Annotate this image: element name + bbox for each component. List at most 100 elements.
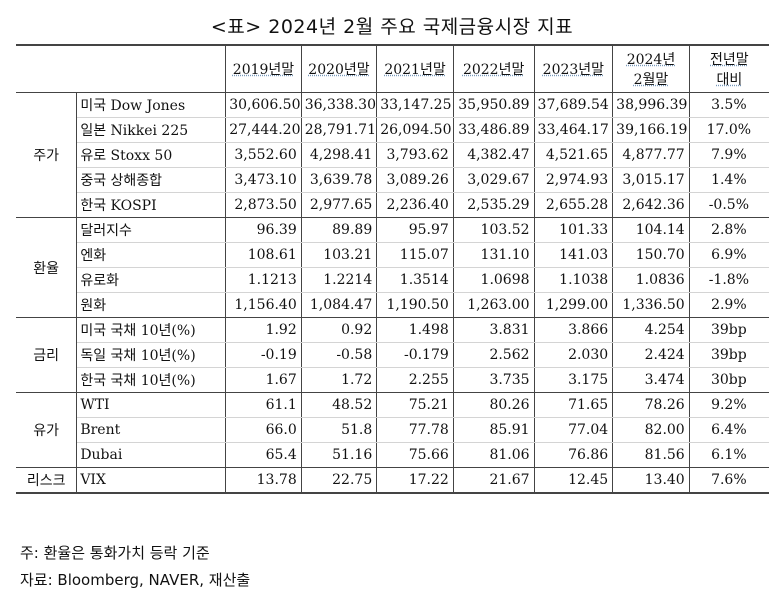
change-cell: 6.4% bbox=[689, 417, 769, 443]
value-cell: 2,977.65 bbox=[301, 192, 378, 218]
value-cell: 3,089.26 bbox=[376, 167, 454, 193]
value-cell: 77.78 bbox=[376, 417, 454, 443]
table-row: 유로화 1.1213 1.2214 1.3514 1.0698 1.1038 1.0836-… bbox=[16, 267, 769, 293]
value-cell: 66.0 bbox=[225, 417, 302, 443]
value-cell: 96.39 bbox=[225, 217, 302, 243]
value-cell: 1.1213 bbox=[225, 267, 302, 293]
indicator-name: 달러지수 bbox=[76, 217, 227, 243]
value-cell: 1,263.00 bbox=[453, 292, 535, 318]
value-cell: 36,338.30 bbox=[301, 92, 378, 118]
value-cell: 1.67 bbox=[225, 367, 302, 393]
value-cell: 13.40 bbox=[612, 467, 690, 494]
indicator-name: Brent bbox=[76, 417, 227, 443]
table-row: 환율 달러지수 96.39 89.89 95.97 103.52 101.33 104.14 2… bbox=[16, 217, 769, 318]
value-cell: 33,464.17 bbox=[534, 117, 614, 143]
change-cell: 7.6% bbox=[689, 467, 769, 494]
change-cell: 1.4% bbox=[689, 167, 769, 193]
change-cell: 6.1% bbox=[689, 442, 769, 468]
value-cell: 3,029.67 bbox=[453, 167, 535, 193]
header-year: 2020년말 bbox=[301, 44, 378, 93]
value-cell: 2,642.36 bbox=[612, 192, 690, 218]
value-cell: 48.52 bbox=[301, 392, 378, 418]
table-row: 유가 WTI 61.1 48.52 75.21 80.26 71.65 78.26 9.2% bbox=[16, 392, 769, 468]
table-row: 일본 Nikkei 225 27,444.20 28,791.71 26,094.50… bbox=[16, 117, 769, 143]
value-cell: 1.0836 bbox=[612, 267, 690, 293]
value-cell: 1.3514 bbox=[376, 267, 454, 293]
indicator-name: 유로화 bbox=[76, 267, 227, 293]
value-cell: 95.97 bbox=[376, 217, 454, 243]
indicator-name: Dubai bbox=[76, 442, 227, 468]
value-cell: 38,996.39 bbox=[612, 92, 690, 118]
table-row: Brent 66.0 51.8 77.78 85.91 77.04 82.00 6.4% bbox=[16, 417, 769, 443]
value-cell: 28,791.71 bbox=[301, 117, 378, 143]
value-cell: 2.562 bbox=[453, 342, 535, 368]
change-cell: 9.2% bbox=[689, 392, 769, 418]
change-cell: 39bp bbox=[689, 342, 769, 368]
value-cell: 103.52 bbox=[453, 217, 535, 243]
value-cell: 1,156.40 bbox=[225, 292, 302, 318]
value-cell: 3,639.78 bbox=[301, 167, 378, 193]
change-cell: -1.8% bbox=[689, 267, 769, 293]
table-row: 주가 미국 Dow Jones 30,606.50 36,338.30 33,147.2… bbox=[16, 92, 769, 218]
value-cell: 1,299.00 bbox=[534, 292, 614, 318]
value-cell: 71.65 bbox=[534, 392, 614, 418]
value-cell: 12.45 bbox=[534, 467, 614, 494]
change-cell: 17.0% bbox=[689, 117, 769, 143]
indicator-name: 한국 KOSPI bbox=[76, 192, 227, 218]
value-cell: 35,950.89 bbox=[453, 92, 535, 118]
value-cell: 76.86 bbox=[534, 442, 614, 468]
value-cell: 17.22 bbox=[376, 467, 454, 494]
value-cell: 3,015.17 bbox=[612, 167, 690, 193]
value-cell: -0.179 bbox=[376, 342, 454, 368]
value-cell: 2,535.29 bbox=[453, 192, 535, 218]
value-cell: 3,793.62 bbox=[376, 142, 454, 168]
value-cell: 39,166.19 bbox=[612, 117, 690, 143]
change-cell: 7.9% bbox=[689, 142, 769, 168]
header-year: 2022년말 bbox=[453, 44, 535, 93]
value-cell: 82.00 bbox=[612, 417, 690, 443]
header-year: 2021년말 bbox=[376, 44, 454, 93]
value-cell: 33,486.89 bbox=[453, 117, 535, 143]
indicator-name: 엔화 bbox=[76, 242, 227, 268]
value-cell: 4,298.41 bbox=[301, 142, 378, 168]
value-cell: 2,873.50 bbox=[225, 192, 302, 218]
value-cell: 3,552.60 bbox=[225, 142, 302, 168]
value-cell: 1.0698 bbox=[453, 267, 535, 293]
table-row: 금리 미국 국채 10년(%) 1.92 0.92 1.498 3.831 3.866 4.2… bbox=[16, 317, 769, 393]
table-row: 한국 KOSPI 2,873.50 2,977.65 2,236.40 2,535.29… bbox=[16, 192, 769, 218]
indicator-name: 중국 상해종합 bbox=[76, 167, 227, 193]
value-cell: 104.14 bbox=[612, 217, 690, 243]
value-cell: 4,382.47 bbox=[453, 142, 535, 168]
value-cell: 141.03 bbox=[534, 242, 614, 268]
change-cell: 6.9% bbox=[689, 242, 769, 268]
value-cell: 1,084.47 bbox=[301, 292, 378, 318]
page-title: <표> 2024년 2월 주요 국제금융시장 지표 bbox=[210, 16, 574, 38]
value-cell: 89.89 bbox=[301, 217, 378, 243]
value-cell: 0.92 bbox=[301, 317, 378, 343]
table-row: 중국 상해종합 3,473.10 3,639.78 3,089.26 3,029.67 2… bbox=[16, 167, 769, 193]
indicator-name: 한국 국채 10년(%) bbox=[76, 367, 227, 393]
value-cell: 22.75 bbox=[301, 467, 378, 494]
value-cell: 3.474 bbox=[612, 367, 690, 393]
indicator-name: 원화 bbox=[76, 292, 227, 318]
value-cell: 4,521.65 bbox=[534, 142, 614, 168]
market-indicators-table: 2019년말 2020년말 2021년말 2022년말 2023년말 2024년… bbox=[16, 44, 769, 494]
value-cell: 115.07 bbox=[376, 242, 454, 268]
value-cell: 27,444.20 bbox=[225, 117, 302, 143]
value-cell: 1,190.50 bbox=[376, 292, 454, 318]
value-cell: 150.70 bbox=[612, 242, 690, 268]
value-cell: 4,877.77 bbox=[612, 142, 690, 168]
value-cell: 3,473.10 bbox=[225, 167, 302, 193]
value-cell: 3.866 bbox=[534, 317, 614, 343]
header-blank bbox=[16, 44, 227, 93]
value-cell: 1.2214 bbox=[301, 267, 378, 293]
indicator-name: VIX bbox=[76, 467, 227, 494]
change-cell: 30bp bbox=[689, 367, 769, 393]
category-cell: 리스크 bbox=[16, 467, 78, 494]
value-cell: 2.424 bbox=[612, 342, 690, 368]
value-cell: 1.498 bbox=[376, 317, 454, 343]
value-cell: 33,147.25 bbox=[376, 92, 454, 118]
indicator-name: 일본 Nikkei 225 bbox=[76, 117, 227, 143]
footnotes: 주: 환율은 통화가치 등락 기준 자료: Bloomberg, NAVER, … bbox=[20, 540, 250, 594]
value-cell: 1,336.50 bbox=[612, 292, 690, 318]
